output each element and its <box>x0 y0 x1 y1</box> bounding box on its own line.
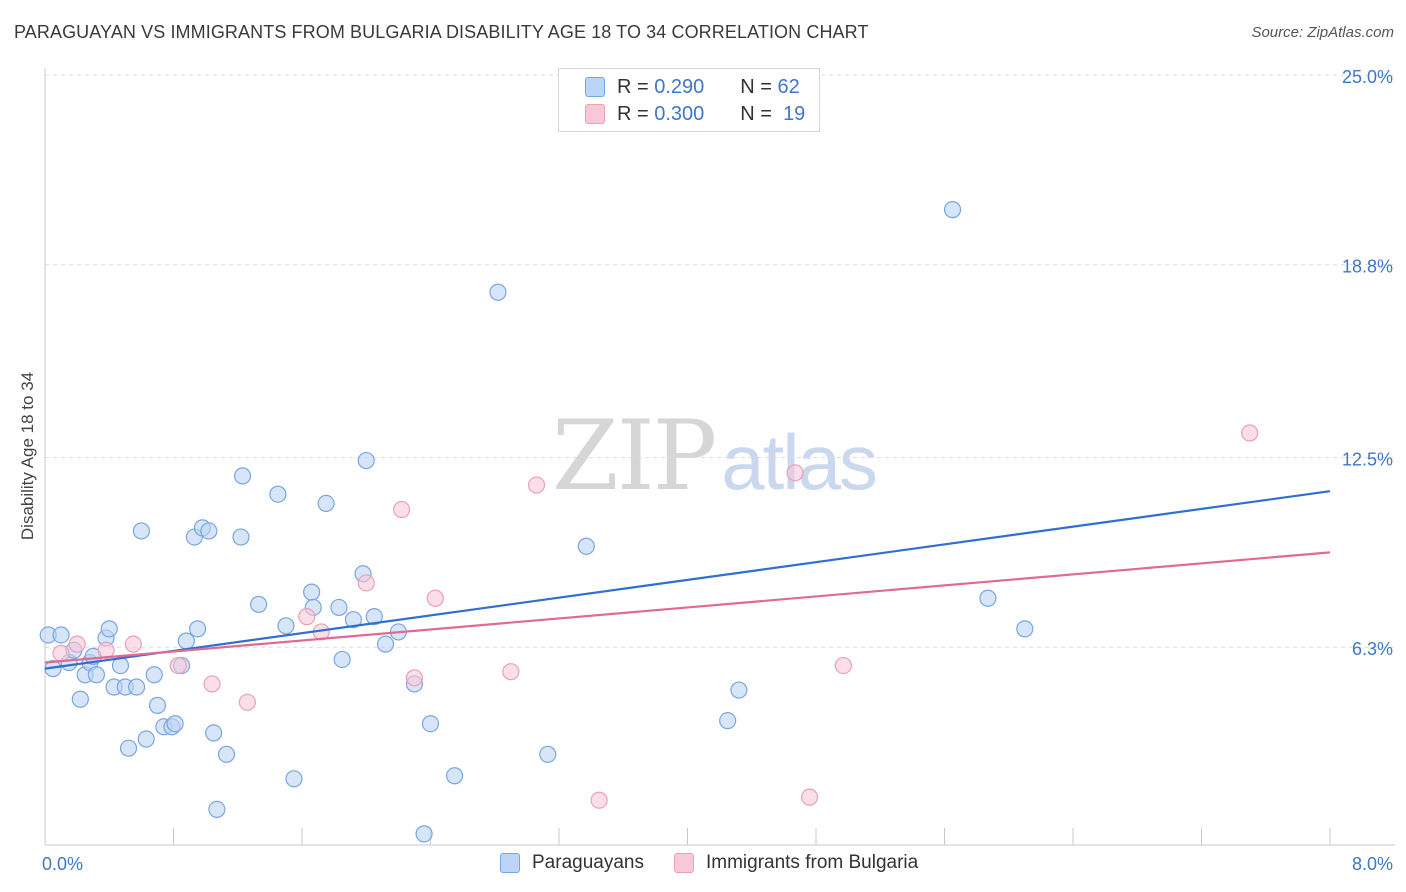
point-paraguayans <box>205 724 223 742</box>
series-label-bulgaria: Immigrants from Bulgaria <box>705 852 919 873</box>
y-tick-label: 6.3% <box>1352 639 1393 659</box>
legend-r-label: R = <box>617 75 649 98</box>
legend-r-value: 0.300 <box>654 102 705 125</box>
point-paraguayans <box>415 825 433 843</box>
point-bulgaria <box>405 669 424 687</box>
point-paraguayans <box>333 650 351 669</box>
point-paraguayans <box>188 620 207 638</box>
source-credit: Source: ZipAtlas.com <box>1251 24 1394 41</box>
x-tick-label-max: 8.0% <box>1352 854 1393 874</box>
point-bulgaria <box>426 589 444 607</box>
point-paraguayans <box>943 201 962 219</box>
legend-swatch-blue <box>585 77 605 97</box>
point-paraguayans <box>539 745 557 763</box>
y-tick-label: 12.5% <box>1342 450 1393 470</box>
series-legend-bulgaria: Immigrants from Bulgaria <box>673 852 919 874</box>
stats-legend: R = 0.290 N = 62 R = 0.300 N = 19 <box>558 68 820 132</box>
x-tick-label-min: 0.0% <box>42 854 83 874</box>
legend-r-value: 0.290 <box>654 75 705 98</box>
point-bulgaria <box>124 635 142 653</box>
point-paraguayans <box>303 583 321 601</box>
point-paraguayans <box>365 608 383 626</box>
point-paraguayans <box>208 800 226 819</box>
point-paraguayans <box>166 715 184 733</box>
legend-n-value: 19 <box>783 102 806 125</box>
point-bulgaria <box>357 574 375 592</box>
point-paraguayans <box>277 617 295 635</box>
point-bulgaria <box>68 635 86 653</box>
point-paraguayans <box>148 696 167 714</box>
point-paraguayans <box>1016 620 1034 638</box>
point-paraguayans <box>132 522 150 540</box>
trendline-paraguayans <box>44 490 1331 670</box>
point-bulgaria <box>298 608 316 626</box>
legend-n-value: 62 <box>777 75 800 98</box>
watermark-atlas: atlas <box>721 418 878 506</box>
point-bulgaria <box>203 675 221 693</box>
legend-n-label: N = <box>740 102 772 125</box>
point-paraguayans <box>177 632 195 650</box>
point-bulgaria <box>590 791 608 809</box>
series-swatch-blue <box>500 853 520 873</box>
point-paraguayans <box>217 745 236 763</box>
point-paraguayans <box>357 451 375 470</box>
point-paraguayans <box>200 522 218 540</box>
watermark-zip: ZIP <box>552 400 717 512</box>
legend-r-label: R = <box>617 102 649 125</box>
point-paraguayans <box>489 283 507 301</box>
point-paraguayans <box>52 626 70 644</box>
series-swatch-pink <box>673 853 694 873</box>
legend-n-label: N = <box>740 75 772 98</box>
point-bulgaria <box>786 464 804 482</box>
point-paraguayans <box>376 635 395 653</box>
point-paraguayans <box>119 739 138 757</box>
point-bulgaria <box>834 656 852 675</box>
point-paraguayans <box>87 666 106 684</box>
point-paraguayans <box>285 770 303 788</box>
point-paraguayans <box>250 595 268 613</box>
point-bulgaria <box>52 644 70 662</box>
point-paraguayans <box>100 620 118 638</box>
series-legend: Paraguayans Immigrants from Bulgaria <box>500 852 948 874</box>
point-paraguayans <box>145 666 163 684</box>
point-paraguayans <box>445 767 464 785</box>
stats-legend-row-paraguayans: R = 0.290 N = 62 <box>559 74 800 100</box>
point-paraguayans <box>979 589 997 607</box>
point-paraguayans <box>719 712 737 730</box>
series-legend-paraguayans: Paraguayans <box>500 852 644 874</box>
point-paraguayans <box>317 494 335 512</box>
point-bulgaria <box>169 656 187 675</box>
point-paraguayans <box>421 715 440 733</box>
y-tick-label: 18.8% <box>1342 257 1393 277</box>
point-paraguayans <box>269 485 287 503</box>
chart-title: PARAGUAYAN VS IMMIGRANTS FROM BULGARIA D… <box>14 22 869 42</box>
point-paraguayans <box>344 611 362 629</box>
point-paraguayans <box>577 537 595 555</box>
watermark: ZIPatlas <box>552 400 878 512</box>
point-paraguayans <box>71 690 89 708</box>
point-bulgaria <box>502 663 520 681</box>
trendline-bulgaria <box>44 551 1331 664</box>
point-paraguayans <box>137 730 155 748</box>
point-bulgaria <box>238 693 256 711</box>
point-paraguayans <box>233 467 252 485</box>
point-bulgaria <box>800 788 819 806</box>
point-bulgaria <box>392 500 411 519</box>
legend-swatch-pink <box>585 104 605 124</box>
point-paraguayans <box>730 681 748 699</box>
point-bulgaria <box>1241 424 1259 442</box>
point-paraguayans <box>127 678 146 696</box>
point-paraguayans <box>232 528 250 546</box>
series-label-paraguayans: Paraguayans <box>532 852 644 873</box>
point-paraguayans <box>330 598 348 617</box>
stats-legend-row-bulgaria: R = 0.300 N = 19 <box>559 101 805 127</box>
y-tick-label: 25.0% <box>1342 67 1393 87</box>
point-bulgaria <box>527 476 546 494</box>
